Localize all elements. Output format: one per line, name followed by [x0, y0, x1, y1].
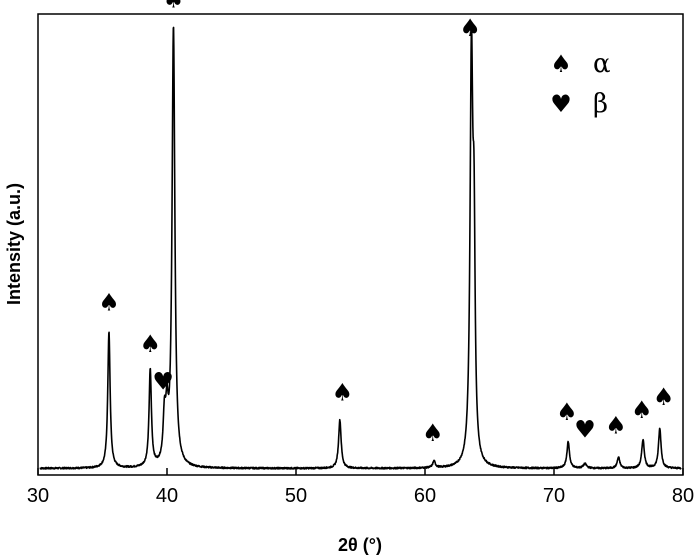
alpha-marker-3: ♠ — [163, 0, 185, 13]
legend-label-1: β — [593, 89, 608, 119]
alpha-marker-6: ♠ — [459, 14, 481, 42]
legend-label-0: α — [593, 49, 611, 79]
alpha-marker-4: ♠ — [332, 378, 354, 406]
x-axis-tick-labels: 30 40 50 60 70 80 — [27, 485, 694, 507]
x-axis-ticks — [37, 468, 684, 475]
plot-area-border — [37, 13, 684, 476]
beta-marker-8: ♥ — [574, 416, 596, 444]
series-layer — [39, 24, 682, 470]
alpha-marker-10: ♠ — [631, 396, 653, 424]
x-tick-label-40: 40 — [156, 485, 178, 507]
x-tick-label-60: 60 — [414, 485, 436, 507]
alpha-marker-7: ♠ — [556, 398, 578, 426]
spectrum-line-0 — [39, 24, 682, 470]
x-axis-title: 2θ (°) — [338, 535, 382, 555]
alpha-marker-5: ♠ — [422, 419, 444, 447]
alpha-marker-0: ♠ — [98, 288, 120, 316]
x-tick-label-50: 50 — [285, 485, 307, 507]
alpha-marker-9: ♠ — [605, 411, 627, 439]
beta-marker-2: ♥ — [152, 367, 174, 395]
x-tick-label-70: 70 — [543, 485, 565, 507]
legend-symbol-1: ♥ — [550, 90, 572, 118]
y-axis-title: Intensity (a.u.) — [4, 183, 24, 305]
x-tick-label-30: 30 — [27, 485, 49, 507]
legend-symbol-0: ♠ — [550, 50, 572, 78]
x-tick-label-80: 80 — [672, 485, 694, 507]
alpha-marker-1: ♠ — [139, 330, 161, 358]
alpha-marker-11: ♠ — [653, 383, 675, 411]
legend: ♠ α ♥ β — [550, 49, 610, 119]
phase-markers: ♠♠♥♠♠♠♠♠♥♠♠♠ — [98, 0, 674, 447]
plot-frame — [37, 13, 684, 476]
